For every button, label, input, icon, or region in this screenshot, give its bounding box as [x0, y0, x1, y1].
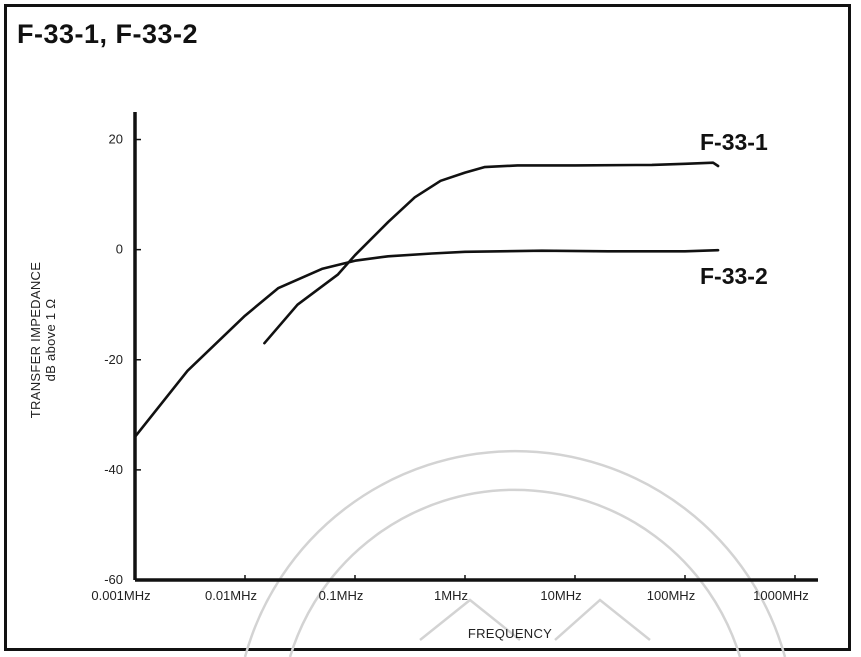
- y-axis-title: TRANSFER IMPEDANCE: [28, 262, 43, 418]
- y-tick-label: -20: [104, 352, 123, 367]
- series-line-1: [263, 161, 720, 345]
- series-label-1: F-33-1: [700, 129, 768, 155]
- x-tick-label: 0.001MHz: [91, 588, 150, 603]
- labels-layer: F-33-1 F-33-2: [700, 129, 768, 289]
- y-tick-label: 20: [109, 132, 123, 147]
- x-axis-title: FREQUENCY: [468, 626, 552, 641]
- x-tick-label: 1MHz: [434, 588, 468, 603]
- series-line-2: [133, 248, 720, 439]
- series-label-2: F-33-2: [700, 263, 768, 289]
- chart-title: F-33-1, F-33-2: [17, 19, 199, 49]
- x-tick-label: 0.1MHz: [319, 588, 364, 603]
- y-axis-subtitle: dB above 1 Ω: [43, 299, 58, 382]
- series-layer: [133, 161, 720, 439]
- x-tick-label: 1000MHz: [753, 588, 809, 603]
- watermark-seal: [243, 449, 787, 657]
- axes: 20 0 -20 -40 -600.001MHz 0.01MHz 0.1MHz 1MHz 10M…: [28, 112, 818, 641]
- x-tick-label: 10MHz: [540, 588, 581, 603]
- x-tick-label: 0.01MHz: [205, 588, 257, 603]
- y-tick-label: -60: [104, 572, 123, 587]
- chart-frame: F-33-1, F-33-2: [4, 4, 851, 651]
- y-tick-label: 0: [116, 242, 123, 257]
- y-tick-label: -40: [104, 462, 123, 477]
- x-tick-label: 100MHz: [647, 588, 695, 603]
